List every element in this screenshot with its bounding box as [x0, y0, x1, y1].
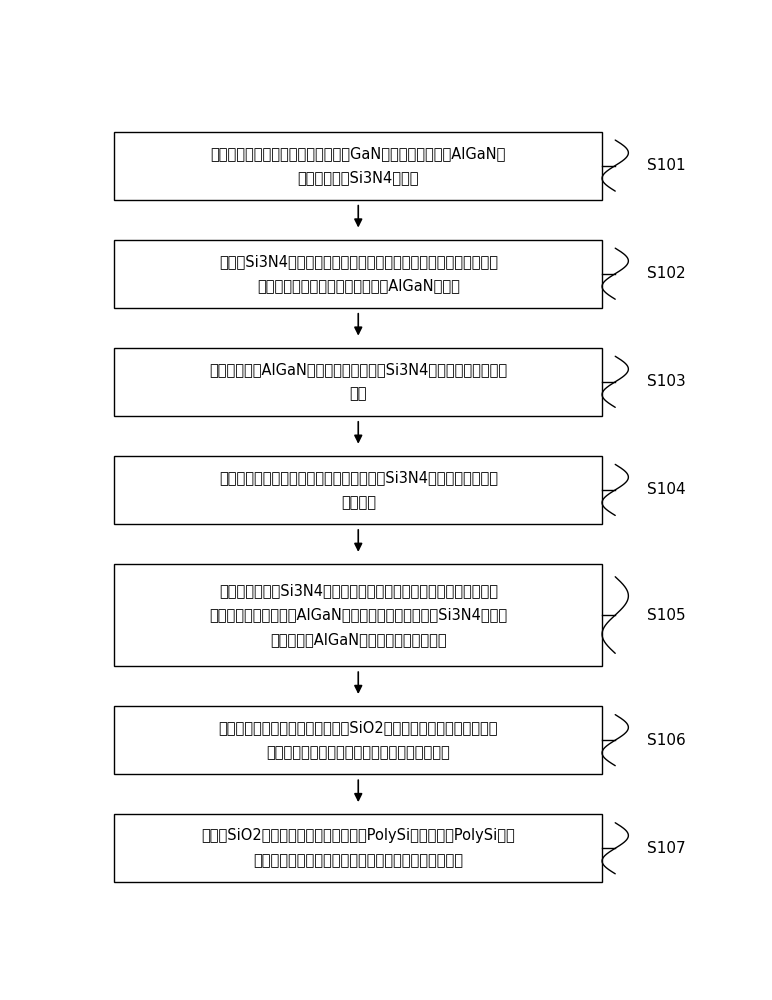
Text: 在所述SiO2介质层的上表面沉积多晶硅PolySi，并在所述PolySi中掺: 在所述SiO2介质层的上表面沉积多晶硅PolySi，并在所述PolySi中掺 — [201, 828, 515, 843]
Text: 对所述金属层进行光刻、刻蚀，以露出所述Si3N4介质层并形成欧姆: 对所述金属层进行光刻、刻蚀，以露出所述Si3N4介质层并形成欧姆 — [218, 470, 498, 485]
Text: 直到刻蚀掉部分的所述AlGaN介质层，被刻蚀掉的所述Si3N4介质层: 直到刻蚀掉部分的所述AlGaN介质层，被刻蚀掉的所述Si3N4介质层 — [209, 608, 507, 623]
Text: 质层和氮化硅Si3N4介质层: 质层和氮化硅Si3N4介质层 — [297, 170, 419, 185]
Text: S101: S101 — [647, 158, 686, 173]
Text: S102: S102 — [647, 266, 686, 281]
Text: 一区域和所述第二区域分别对应的AlGaN介质层: 一区域和所述第二区域分别对应的AlGaN介质层 — [257, 279, 459, 294]
Bar — [114, 240, 602, 308]
Text: 对所述Si3N4介质层的第一区域和第二区域进行刻蚀，以露出所述第: 对所述Si3N4介质层的第一区域和第二区域进行刻蚀，以露出所述第 — [218, 254, 498, 269]
Text: 在露出的所述AlGaN介质层和剩余的所述Si3N4介质层上表面沉积金: 在露出的所述AlGaN介质层和剩余的所述Si3N4介质层上表面沉积金 — [209, 362, 507, 377]
Bar — [114, 456, 602, 524]
Bar — [114, 814, 602, 882]
Text: S106: S106 — [647, 733, 686, 748]
Text: S107: S107 — [647, 841, 686, 856]
Text: 和部分所述AlGaN介质层形成栅极接触孔: 和部分所述AlGaN介质层形成栅极接触孔 — [270, 632, 446, 647]
Bar — [114, 706, 602, 774]
Bar — [114, 348, 602, 416]
Bar — [114, 132, 602, 200]
Bar — [114, 564, 602, 666]
Text: S104: S104 — [647, 482, 686, 497]
Text: 在硅衬底的表面上依次生长磷掺杂的GaN介质层、氮化铝镓AlGaN介: 在硅衬底的表面上依次生长磷掺杂的GaN介质层、氮化铝镓AlGaN介 — [211, 146, 506, 161]
Text: 沿着露出的所述Si3N4介质层的表面的预定区域向下进行干法刻蚀，: 沿着露出的所述Si3N4介质层的表面的预定区域向下进行干法刻蚀， — [218, 583, 498, 598]
Text: S105: S105 — [647, 608, 686, 623]
Text: 属层: 属层 — [350, 387, 367, 402]
Text: S103: S103 — [647, 374, 686, 389]
Text: 接触电极: 接触电极 — [340, 495, 376, 510]
Text: 在所述栅极接触孔中沉积二氧化硅SiO2介质层作为栅介质，且所述栅: 在所述栅极接触孔中沉积二氧化硅SiO2介质层作为栅介质，且所述栅 — [218, 720, 498, 735]
Text: 杂磷形成栅极，以完成所述增强型氮化镓晶体管的制作: 杂磷形成栅极，以完成所述增强型氮化镓晶体管的制作 — [253, 853, 463, 868]
Text: 介质的表面低于所述栅极接触孔的孔口所在表面: 介质的表面低于所述栅极接触孔的孔口所在表面 — [266, 745, 450, 760]
